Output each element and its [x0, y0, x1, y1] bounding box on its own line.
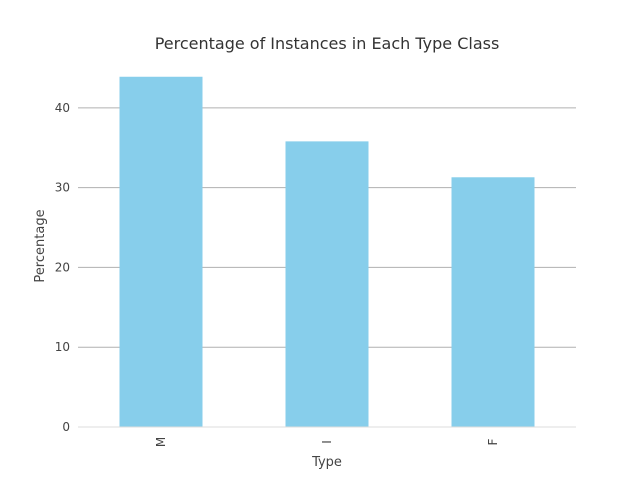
- y-tick-label: 20: [55, 260, 70, 274]
- x-tick-label: M: [154, 437, 168, 447]
- y-axis-ticks: 0 10 20 30 40: [55, 101, 70, 434]
- y-tick-label: 0: [62, 420, 70, 434]
- chart-title: Percentage of Instances in Each Type Cla…: [155, 34, 500, 53]
- bar-F: [451, 177, 535, 427]
- bar-I: [285, 141, 369, 427]
- x-tick-label: F: [486, 438, 500, 445]
- x-tick-label: I: [320, 440, 334, 444]
- y-axis-label: Percentage: [33, 209, 48, 282]
- bars: [119, 76, 535, 428]
- x-axis-label: Type: [311, 455, 342, 470]
- y-tick-label: 10: [55, 340, 70, 354]
- bar-M: [119, 76, 203, 428]
- y-tick-label: 40: [55, 101, 70, 115]
- y-tick-label: 30: [55, 181, 70, 195]
